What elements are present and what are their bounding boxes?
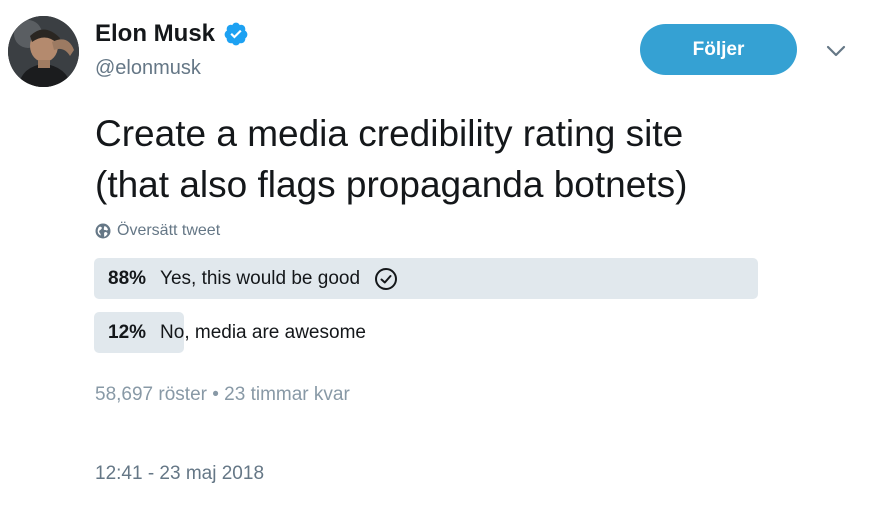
tweet-text-line-2: (that also flags propaganda botnets) (95, 164, 688, 205)
translate-label: Översätt tweet (117, 222, 221, 239)
poll-option-1-bar (94, 258, 758, 299)
author-handle[interactable]: @elonmusk (95, 57, 201, 79)
avatar-image (8, 16, 79, 87)
check-circle-icon (375, 267, 398, 290)
poll-meta: 58,697 röster • 23 timmar kvar (95, 384, 350, 405)
poll-option-2-bar (94, 312, 184, 353)
poll-option-1-label: Yes, this would be good (160, 267, 361, 289)
globe-icon (95, 223, 111, 239)
poll-option-2-percent: 12% (108, 321, 147, 343)
verified-badge-icon (224, 22, 248, 46)
tweet-text: Create a media credibility rating site (… (95, 108, 855, 210)
poll-option-1: 88% Yes, this would be good (94, 258, 758, 299)
poll-option-1-percent: 88% (108, 267, 147, 289)
translate-tweet-link[interactable]: Översätt tweet (95, 220, 220, 242)
tweet-text-line-1: Create a media credibility rating site (95, 113, 684, 154)
chevron-down-icon[interactable] (824, 40, 848, 62)
author-display-name[interactable]: Elon Musk (95, 20, 216, 47)
author-name-row: Elon Musk (95, 18, 249, 50)
poll-option-2-label: No, media are awesome (160, 321, 366, 343)
poll-option-2: 12% No, media are awesome (94, 312, 758, 353)
tweet-timestamp[interactable]: 12:41 - 23 maj 2018 (95, 463, 265, 484)
follow-button[interactable]: Följer (640, 24, 797, 75)
avatar[interactable] (8, 16, 79, 87)
